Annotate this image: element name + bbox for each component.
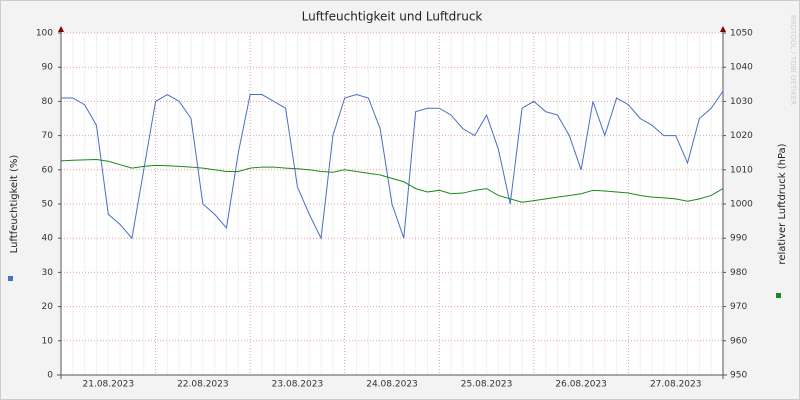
y2-tick-label: 990 bbox=[730, 234, 747, 244]
y-tick-label: 30 bbox=[42, 268, 54, 278]
legend-swatch bbox=[8, 276, 13, 281]
series-line bbox=[61, 90, 724, 240]
y-tick-label: 0 bbox=[47, 371, 53, 381]
y-tick-label: 90 bbox=[42, 63, 54, 73]
x-tick-label: 26.08.2023 bbox=[555, 380, 607, 390]
y-tick-label: 40 bbox=[42, 234, 54, 244]
y-tick-label: 80 bbox=[42, 97, 54, 107]
x-tick-label: 23.08.2023 bbox=[272, 380, 324, 390]
chart-title: Luftfeuchtigkeit und Luftdruck bbox=[302, 10, 483, 24]
y2-tick-label: 970 bbox=[730, 302, 747, 312]
y2-tick-label: 980 bbox=[730, 268, 747, 278]
x-tick-label: 25.08.2023 bbox=[461, 380, 513, 390]
y-tick-label: 50 bbox=[42, 200, 54, 210]
watermark: RRDTOOL / TOBI OETIKER bbox=[789, 15, 797, 105]
x-tick-label: 22.08.2023 bbox=[177, 380, 229, 390]
y2-tick-label: 1040 bbox=[730, 63, 753, 73]
x-tick-label: 27.08.2023 bbox=[650, 380, 702, 390]
axis-arrow bbox=[58, 26, 64, 32]
x-tick-label: 21.08.2023 bbox=[83, 380, 135, 390]
y-axis-label: Luftfeuchtigkeit (%) bbox=[9, 155, 20, 254]
y-tick-label: 70 bbox=[42, 131, 54, 141]
axis-arrow bbox=[720, 26, 726, 32]
legend-swatch bbox=[776, 293, 781, 298]
y-tick-label: 10 bbox=[42, 336, 54, 346]
y2-tick-label: 950 bbox=[730, 371, 747, 381]
y2-tick-label: 1000 bbox=[730, 200, 753, 210]
series-line bbox=[60, 159, 724, 203]
x-tick-label: 24.08.2023 bbox=[366, 380, 418, 390]
y2-tick-label: 1020 bbox=[730, 131, 753, 141]
y-tick-label: 100 bbox=[36, 29, 53, 39]
y2-tick-label: 1010 bbox=[730, 165, 753, 175]
y2-tick-label: 960 bbox=[730, 336, 747, 346]
y-tick-label: 60 bbox=[42, 165, 54, 175]
y2-axis-label: relativer Luftdruck (hPa) bbox=[777, 143, 788, 264]
y2-tick-label: 1030 bbox=[730, 97, 753, 107]
grid bbox=[60, 32, 724, 376]
y-tick-label: 20 bbox=[42, 302, 54, 312]
y2-tick-label: 1050 bbox=[730, 29, 753, 39]
